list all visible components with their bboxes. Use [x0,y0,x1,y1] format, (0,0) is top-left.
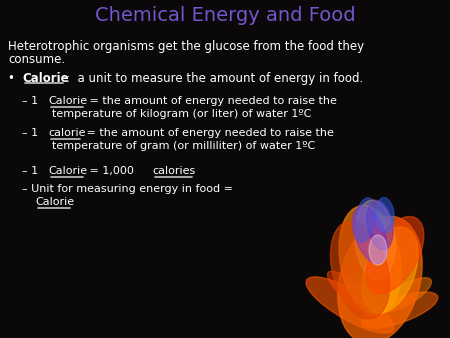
Text: :  a unit to measure the amount of energy in food.: : a unit to measure the amount of energy… [66,72,363,85]
Ellipse shape [338,216,422,338]
Text: Chemical Energy and Food: Chemical Energy and Food [94,6,356,25]
Ellipse shape [362,227,418,313]
Text: – Unit for measuring energy in food =: – Unit for measuring energy in food = [22,184,233,194]
Text: temperature of kilogram (or liter) of water 1ºC: temperature of kilogram (or liter) of wa… [52,109,311,119]
Text: calorie: calorie [48,128,86,138]
Text: – 1: – 1 [22,128,41,138]
Ellipse shape [378,278,432,312]
Text: = the amount of energy needed to raise the: = the amount of energy needed to raise t… [86,96,337,106]
Ellipse shape [362,292,438,328]
Text: temperature of gram (or milliliter) of water 1ºC: temperature of gram (or milliliter) of w… [52,141,315,151]
Text: = the amount of energy needed to raise the: = the amount of energy needed to raise t… [83,128,334,138]
Text: Calorie: Calorie [35,197,74,207]
Text: •: • [8,72,18,85]
Text: Heterotrophic organisms get the glucose from the food they: Heterotrophic organisms get the glucose … [8,40,364,53]
Ellipse shape [306,277,394,333]
Text: Calorie: Calorie [48,96,87,106]
Ellipse shape [367,200,393,250]
Text: Calorie: Calorie [48,166,87,176]
Ellipse shape [339,206,401,314]
Text: = 1,000: = 1,000 [86,166,137,176]
Ellipse shape [376,197,394,233]
Text: calories: calories [152,166,195,176]
Ellipse shape [330,221,390,319]
Ellipse shape [355,200,395,280]
Ellipse shape [328,271,382,319]
Text: consume.: consume. [8,53,65,66]
Ellipse shape [352,206,387,264]
Ellipse shape [366,217,424,293]
Ellipse shape [355,198,376,242]
Text: – 1: – 1 [22,166,41,176]
Text: Calorie: Calorie [22,72,68,85]
Text: – 1: – 1 [22,96,41,106]
Ellipse shape [369,235,387,265]
